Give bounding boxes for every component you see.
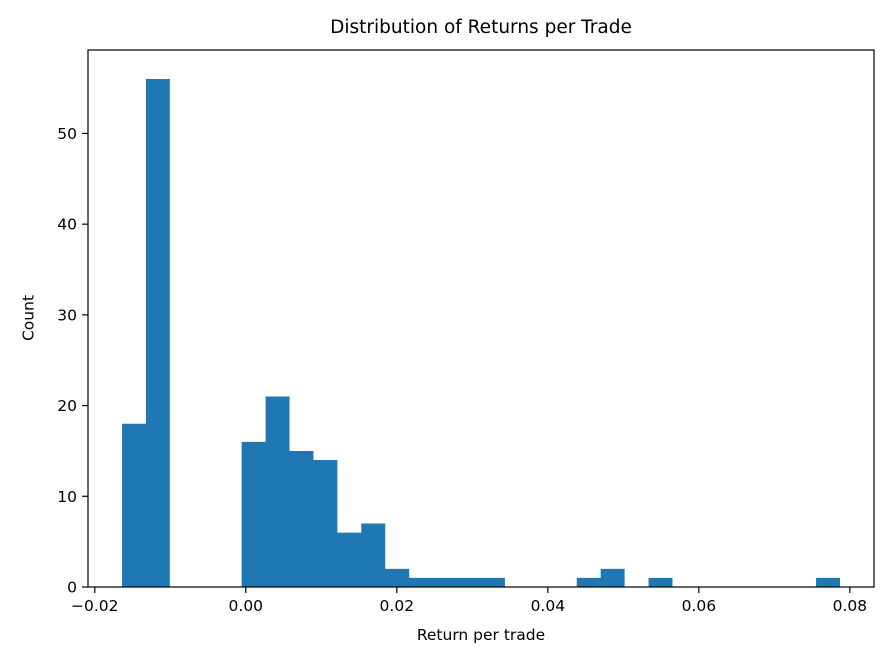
y-tick-label: 40 — [57, 216, 77, 234]
x-tick-label: 0.06 — [682, 597, 717, 615]
histogram-bar-group — [121, 79, 170, 587]
x-tick-label: 0.08 — [833, 597, 868, 615]
histogram-bar-group — [816, 577, 841, 587]
x-tick-label: 0.04 — [531, 597, 566, 615]
histogram-bar-group — [576, 568, 625, 587]
x-tick-label: −0.02 — [71, 597, 119, 615]
y-tick-label: 10 — [57, 488, 77, 506]
y-tick-label: 0 — [67, 579, 77, 597]
histogram-bar-group — [648, 577, 673, 587]
y-tick-label: 50 — [57, 125, 77, 143]
chart-title: Distribution of Returns per Trade — [330, 17, 632, 38]
x-tick-label: 0.00 — [229, 597, 264, 615]
x-tick-label: 0.02 — [380, 597, 415, 615]
x-axis-label: Return per trade — [416, 626, 546, 644]
y-axis-label: Count — [19, 294, 38, 342]
y-tick-label: 30 — [57, 306, 77, 324]
plot-border — [87, 49, 875, 588]
y-tick-label: 20 — [57, 397, 77, 415]
histogram-bar-group — [241, 396, 505, 587]
